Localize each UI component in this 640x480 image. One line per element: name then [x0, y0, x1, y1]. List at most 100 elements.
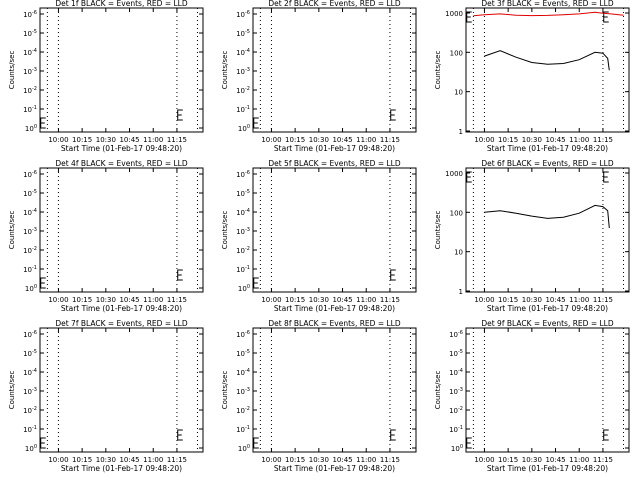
e-marker: [467, 438, 472, 448]
e-marker: [254, 118, 259, 128]
x-tick-label: 10:30: [96, 136, 116, 144]
y-tick-label: 10-4: [23, 48, 37, 57]
y-tick-label: 10: [454, 249, 463, 257]
y-tick-label: 10-5: [449, 349, 463, 358]
plot-frame: [253, 8, 416, 132]
x-tick-label: 11:00: [569, 456, 589, 464]
x-tick-label: 10:45: [119, 296, 139, 304]
plot-frame: [466, 168, 629, 292]
x-tick-label: 10:15: [285, 296, 305, 304]
y-tick-label: 10-4: [449, 368, 463, 377]
e-marker: [178, 270, 183, 280]
y-tick-label: 1000: [445, 10, 463, 18]
x-tick-label: 11:00: [143, 136, 163, 144]
x-tick-label: 10:30: [96, 456, 116, 464]
y-tick-label: 10-6: [23, 330, 37, 339]
x-tick-label: 10:00: [48, 296, 68, 304]
x-tick-label: 10:30: [522, 296, 542, 304]
x-tick-label: 11:15: [593, 296, 613, 304]
panel-det-5: Det 5f BLACK = Events, RED = LLD 100 10-1 1…: [221, 159, 416, 313]
x-tick-label: 10:30: [96, 296, 116, 304]
x-tick-label: 10:00: [261, 456, 281, 464]
y-tick-label: 10-1: [236, 425, 250, 434]
y-tick-label: 10-5: [236, 349, 250, 358]
x-axis-label: Start Time (01-Feb-17 09:48:20): [61, 144, 182, 153]
x-tick-label: 11:15: [167, 456, 187, 464]
x-tick-label: 10:45: [119, 136, 139, 144]
x-tick-label: 11:15: [167, 136, 187, 144]
y-tick-label: 10-1: [23, 425, 37, 434]
series-lld: [473, 12, 623, 16]
y-tick-label: 10-1: [23, 265, 37, 274]
x-axis-label: Start Time (01-Feb-17 09:48:20): [487, 464, 608, 473]
panel-title: Det 9f BLACK = Events, RED = LLD: [481, 319, 614, 328]
x-axis-label: Start Time (01-Feb-17 09:48:20): [274, 144, 395, 153]
x-tick-label: 10:00: [261, 136, 281, 144]
series-events: [484, 51, 609, 71]
y-tick-label: 100: [25, 124, 37, 133]
x-tick-label: 10:45: [332, 296, 352, 304]
x-tick-label: 10:45: [332, 136, 352, 144]
y-tick-label: 10-4: [236, 368, 250, 377]
x-tick-label: 10:45: [119, 456, 139, 464]
x-tick-label: 10:15: [72, 136, 92, 144]
x-tick-label: 10:15: [498, 296, 518, 304]
x-tick-label: 10:15: [498, 456, 518, 464]
y-tick-label: 100: [450, 209, 463, 217]
y-tick-label: 10-3: [23, 67, 37, 76]
y-axis-label: Counts/sec: [221, 371, 229, 410]
x-tick-label: 10:30: [522, 456, 542, 464]
x-axis-label: Start Time (01-Feb-17 09:48:20): [487, 144, 608, 153]
plot-frame: [40, 328, 203, 452]
x-tick-label: 10:30: [309, 136, 329, 144]
panel-title: Det 5f BLACK = Events, RED = LLD: [268, 159, 401, 168]
x-tick-label: 11:00: [569, 136, 589, 144]
y-tick-label: 10-1: [236, 105, 250, 114]
panel-det-9: Det 9f BLACK = Events, RED = LLD 100 10-1 1…: [434, 319, 629, 473]
x-axis-label: Start Time (01-Feb-17 09:48:20): [61, 304, 182, 313]
y-tick-label: 10-5: [23, 189, 37, 198]
panel-title: Det 1f BLACK = Events, RED = LLD: [55, 0, 188, 8]
panel-title: Det 6f BLACK = Events, RED = LLD: [481, 159, 614, 168]
e-marker: [41, 438, 46, 448]
panel-det-3: Det 3f BLACK = Events, RED = LLD 1000 100 1…: [434, 0, 629, 153]
y-tick-label: 100: [238, 444, 250, 453]
x-tick-label: 10:15: [285, 136, 305, 144]
x-tick-label: 10:45: [545, 456, 565, 464]
x-tick-label: 10:00: [261, 296, 281, 304]
y-tick-label: 10-5: [236, 189, 250, 198]
x-tick-label: 10:00: [474, 456, 494, 464]
y-axis-label: Counts/sec: [221, 211, 229, 250]
y-tick-label: 100: [238, 284, 250, 293]
x-tick-label: 11:00: [143, 296, 163, 304]
y-tick-label: 10-5: [23, 29, 37, 38]
x-tick-label: 10:45: [332, 456, 352, 464]
y-tick-label: 10-6: [236, 330, 250, 339]
x-tick-label: 11:15: [380, 296, 400, 304]
plot-frame: [466, 8, 629, 132]
y-tick-label: 100: [451, 444, 463, 453]
y-tick-label: 10-2: [23, 406, 37, 415]
y-tick-label: 10-2: [236, 246, 250, 255]
panel-det-2: Det 2f BLACK = Events, RED = LLD 100 10-1 1…: [221, 0, 416, 153]
y-axis-label: Counts/sec: [434, 211, 442, 250]
y-tick-label: 10-2: [23, 86, 37, 95]
x-tick-label: 11:00: [356, 456, 376, 464]
y-axis-label: Counts/sec: [8, 51, 16, 90]
x-tick-label: 10:15: [285, 456, 305, 464]
x-axis-label: Start Time (01-Feb-17 09:48:20): [487, 304, 608, 313]
y-tick-label: 10-1: [236, 265, 250, 274]
x-tick-label: 10:45: [545, 136, 565, 144]
y-tick-label: 10-6: [236, 170, 250, 179]
y-tick-label: 100: [450, 49, 463, 57]
y-tick-label: 10-3: [236, 227, 250, 236]
e-marker: [178, 430, 183, 440]
y-tick-label: 100: [25, 444, 37, 453]
e-marker: [254, 278, 259, 288]
panel-det-4: Det 4f BLACK = Events, RED = LLD10010-11…: [8, 159, 203, 313]
e-marker: [604, 430, 609, 440]
panel-title: Det 4f BLACK = Events, RED = LLD: [55, 159, 188, 168]
x-tick-label: 10:00: [48, 456, 68, 464]
x-tick-label: 11:00: [569, 296, 589, 304]
e-marker: [391, 270, 396, 280]
